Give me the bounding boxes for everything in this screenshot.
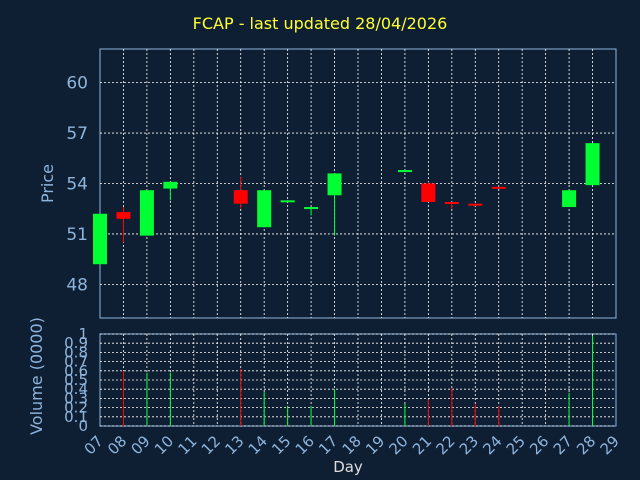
x-tick-label: 20 <box>386 432 412 458</box>
candle-body <box>304 207 319 210</box>
x-tick-label: 23 <box>456 432 482 458</box>
price-tick-label: 54 <box>66 175 88 195</box>
volume-tick-label: 0.9 <box>64 334 88 352</box>
candle-body <box>468 203 483 206</box>
x-tick-label: 25 <box>503 432 529 458</box>
x-tick-label: 24 <box>479 432 505 458</box>
candle-body <box>139 190 154 236</box>
candle-body <box>397 170 412 173</box>
volume-tick-label: 0 <box>78 417 88 435</box>
chart-title: FCAP - last updated 28/04/2026 <box>192 14 448 33</box>
price-tick-label: 60 <box>66 74 88 94</box>
volume-tick-label: 0.8 <box>64 343 88 361</box>
candle-body <box>93 213 107 265</box>
x-tick-label: 19 <box>362 432 388 458</box>
x-axis-label: Day <box>333 458 363 476</box>
volume-tick-label: 0.1 <box>64 408 88 426</box>
x-tick-label: 17 <box>315 432 341 458</box>
candle-body <box>327 173 342 196</box>
x-tick-label: 26 <box>526 432 552 458</box>
x-tick-label: 29 <box>597 432 623 458</box>
x-tick-label: 28 <box>573 432 599 458</box>
volume-tick-label: 0.6 <box>64 362 88 380</box>
candle-body <box>116 212 131 219</box>
x-tick-label: 15 <box>268 432 294 458</box>
candle-body <box>491 186 506 189</box>
candle-body <box>280 200 295 203</box>
x-tick-label: 07 <box>81 432 107 458</box>
candle-body <box>421 183 436 202</box>
volume-axis-label: Volume (0000) <box>27 317 46 435</box>
volume-tick-label: 0.2 <box>64 399 88 417</box>
price-tick-label: 57 <box>66 124 88 144</box>
volume-tick-label: 1 <box>78 325 88 343</box>
x-tick-label: 27 <box>550 432 576 458</box>
x-tick-label: 14 <box>245 432 271 458</box>
candle-body <box>233 190 248 204</box>
x-tick-label: 10 <box>151 432 177 458</box>
x-tick-label: 16 <box>292 432 318 458</box>
price-tick-label: 51 <box>66 225 88 245</box>
x-tick-label: 22 <box>432 432 458 458</box>
candle-body <box>257 190 272 228</box>
volume-tick-label: 0.4 <box>64 380 88 398</box>
x-tick-label: 08 <box>104 432 130 458</box>
price-tick-label: 48 <box>66 275 88 295</box>
candle-body <box>562 190 577 208</box>
x-tick-label: 09 <box>128 432 154 458</box>
volume-tick-label: 0.7 <box>64 353 88 371</box>
candle-body <box>444 201 459 204</box>
x-tick-label: 12 <box>198 432 224 458</box>
x-tick-label: 21 <box>409 432 435 458</box>
volume-tick-label: 0.3 <box>64 389 88 407</box>
price-axis-label: Price <box>38 164 57 203</box>
candle-body <box>163 181 178 189</box>
volume-tick-label: 0.5 <box>64 371 88 389</box>
x-tick-label: 13 <box>221 432 247 458</box>
x-tick-label: 11 <box>174 432 200 458</box>
candle-body <box>585 143 600 186</box>
x-tick-label: 18 <box>339 432 365 458</box>
